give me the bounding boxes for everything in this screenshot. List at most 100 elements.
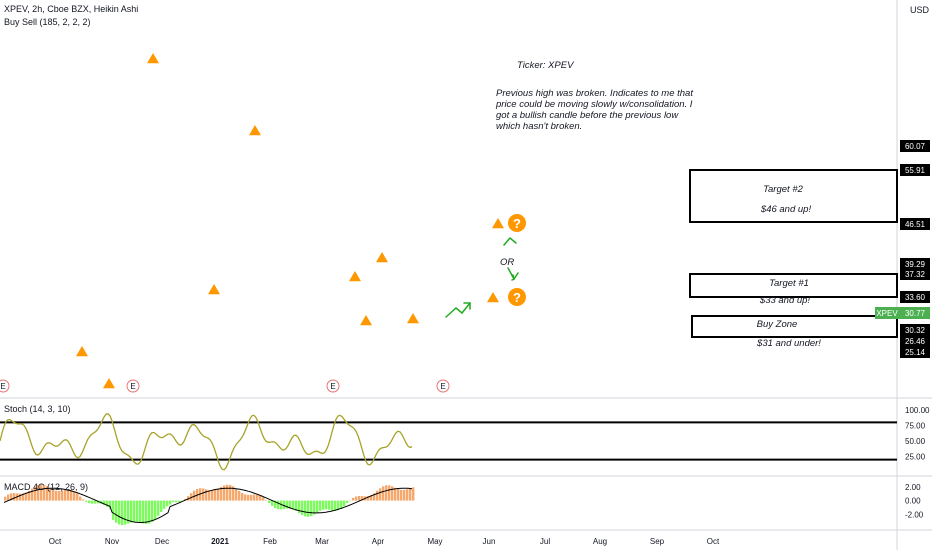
- analysis-note: Previous high was broken. Indicates to m…: [496, 88, 693, 132]
- time-axis-tick: Feb: [263, 537, 277, 546]
- buy-sell-marker[interactable]: [147, 53, 159, 64]
- macd-histogram-bar: [106, 500, 109, 507]
- buy-sell-marker[interactable]: [76, 346, 88, 357]
- buy-sell-marker[interactable]: [103, 378, 115, 389]
- macd-histogram-bar: [250, 494, 253, 501]
- macd-histogram-bar: [253, 494, 256, 501]
- question-icon-mark: ?: [513, 216, 521, 231]
- buy-sell-marker[interactable]: [360, 315, 372, 326]
- buy-sell-marker[interactable]: [492, 218, 504, 229]
- buy-zone-box[interactable]: [691, 315, 898, 338]
- macd-histogram-bar: [109, 500, 112, 510]
- macd-histogram-bar: [61, 490, 64, 501]
- price-label: [900, 324, 930, 336]
- time-axis-tick: Oct: [707, 537, 720, 546]
- macd-histogram-bar: [394, 487, 397, 501]
- macd-histogram-bar: [70, 489, 73, 501]
- macd-histogram-bar: [4, 496, 7, 501]
- stoch-axis-tick: 25.00: [905, 453, 926, 462]
- macd-histogram-bar: [361, 496, 364, 501]
- macd-histogram-bar: [376, 490, 379, 501]
- macd-histogram-bar: [304, 500, 307, 517]
- question-icon[interactable]: [508, 288, 526, 306]
- macd-histogram-bar: [130, 500, 133, 523]
- earnings-icon-letter: E: [0, 382, 5, 391]
- question-icon-mark: ?: [513, 290, 521, 305]
- time-axis-tick: Sep: [650, 537, 665, 546]
- buy-sell-marker[interactable]: [249, 125, 261, 136]
- buy-sell-marker[interactable]: [208, 284, 220, 295]
- macd-histogram-bar: [319, 500, 322, 511]
- macd-histogram-bar: [49, 488, 52, 501]
- macd-histogram-bar: [382, 486, 385, 501]
- earnings-icon-letter: E: [440, 382, 445, 391]
- macd-histogram-bar: [409, 488, 412, 501]
- macd-indicator-label[interactable]: MACD 4C (12, 26, 9): [4, 482, 89, 492]
- question-icon[interactable]: [508, 214, 526, 232]
- macd-histogram-bar: [400, 489, 403, 501]
- macd-histogram-bar: [40, 484, 43, 501]
- macd-histogram-bar: [22, 493, 25, 501]
- macd-histogram-bar: [346, 500, 349, 504]
- macd-histogram-bar: [298, 500, 301, 514]
- macd-histogram-bar: [244, 494, 247, 501]
- macd-histogram-bar: [193, 490, 196, 501]
- currency-label[interactable]: USD: [910, 5, 930, 15]
- macd-histogram-bar: [259, 495, 262, 501]
- price-label: [900, 140, 930, 152]
- macd-histogram-bar: [271, 500, 274, 506]
- target-2-box[interactable]: [689, 169, 898, 223]
- macd-histogram-bar: [352, 497, 355, 501]
- earnings-icon[interactable]: [126, 379, 140, 393]
- macd-histogram-bar: [172, 500, 175, 503]
- macd-histogram-bar: [391, 486, 394, 501]
- symbol-badge[interactable]: [875, 307, 900, 319]
- macd-histogram-bar: [286, 500, 289, 509]
- macd-histogram-bar: [412, 487, 415, 501]
- macd-histogram-bar: [76, 493, 79, 501]
- macd-histogram-bar: [145, 500, 148, 524]
- price-label-text: 55.91: [905, 166, 926, 175]
- earnings-icon[interactable]: [0, 379, 10, 393]
- earnings-icon[interactable]: [436, 379, 450, 393]
- or-label: OR: [500, 257, 515, 268]
- macd-histogram-bar: [379, 488, 382, 501]
- buy-sell-marker[interactable]: [349, 271, 361, 282]
- buy-sell-indicator-label[interactable]: Buy Sell (185, 2, 2, 2): [4, 17, 91, 27]
- earnings-icon[interactable]: [326, 379, 340, 393]
- price-label-text: 37.32: [905, 270, 926, 279]
- stoch-indicator-label[interactable]: Stoch (14, 3, 10): [4, 404, 71, 414]
- target-2-title: Target #2: [763, 184, 804, 195]
- macd-histogram-bar: [67, 489, 70, 501]
- buy-sell-marker[interactable]: [376, 252, 388, 263]
- buy-sell-marker[interactable]: [487, 292, 499, 303]
- up-arrow[interactable]: [503, 236, 517, 246]
- macd-histogram-bar: [166, 500, 169, 507]
- target-1-box[interactable]: [689, 273, 898, 298]
- projection-arrow-head[interactable]: [463, 302, 471, 310]
- down-arrow-head[interactable]: [511, 274, 515, 281]
- macd-histogram-bar: [37, 484, 40, 501]
- macd-histogram-bar: [295, 500, 298, 511]
- macd-histogram-bar: [88, 500, 91, 504]
- stoch-line[interactable]: [0, 412, 413, 471]
- macd-histogram-bar: [55, 490, 58, 501]
- macd-histogram-bar: [139, 500, 142, 523]
- macd-histogram-bar: [235, 488, 238, 501]
- projection-arrow[interactable]: [445, 302, 471, 318]
- macd-histogram-bar: [19, 493, 22, 501]
- macd-histogram-bar: [292, 500, 295, 510]
- macd-histogram-bar: [10, 493, 13, 501]
- price-label: [900, 291, 930, 303]
- macd-histogram-bar: [355, 496, 358, 501]
- macd-line[interactable]: [3, 487, 413, 523]
- macd-histogram-bar: [160, 500, 163, 513]
- macd-histogram-bar: [232, 486, 235, 501]
- time-axis-tick: Aug: [593, 537, 607, 546]
- macd-histogram-bar: [223, 485, 226, 501]
- buy-sell-marker[interactable]: [407, 313, 419, 324]
- macd-histogram-bar: [73, 491, 76, 501]
- macd-histogram-bar: [343, 500, 346, 507]
- macd-histogram-bar: [31, 488, 34, 501]
